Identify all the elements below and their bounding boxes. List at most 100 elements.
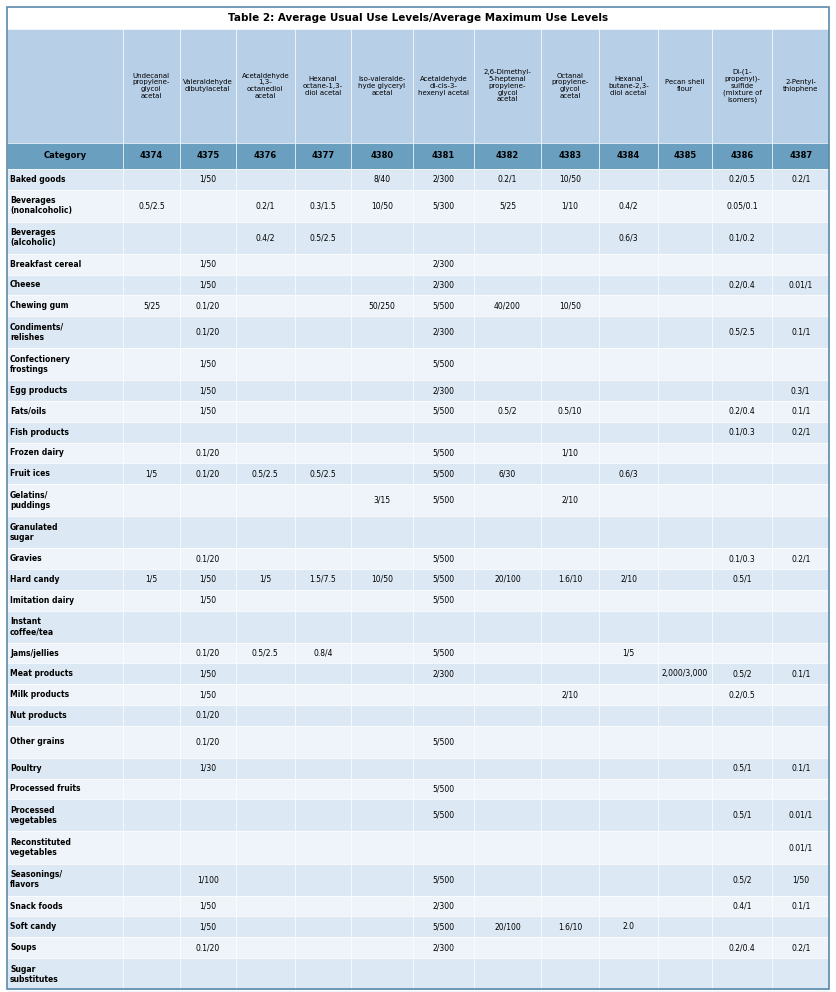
Bar xyxy=(294,990,351,992)
Bar xyxy=(294,549,351,569)
Bar xyxy=(180,990,236,992)
Text: 5/500: 5/500 xyxy=(432,575,455,584)
Bar xyxy=(180,758,236,779)
Bar xyxy=(7,463,123,484)
Text: Jams/jellies: Jams/jellies xyxy=(10,649,59,658)
Bar xyxy=(236,569,294,590)
Bar xyxy=(7,516,123,549)
Bar xyxy=(541,143,599,169)
Bar xyxy=(474,422,541,442)
Bar xyxy=(123,442,180,463)
Bar xyxy=(599,189,658,221)
Bar xyxy=(7,937,123,958)
Bar xyxy=(712,29,772,143)
Bar xyxy=(236,917,294,937)
Text: 0.2/1: 0.2/1 xyxy=(791,428,810,436)
Bar xyxy=(180,684,236,705)
Bar xyxy=(599,275,658,296)
Bar xyxy=(474,380,541,401)
Text: Confectionery
frostings: Confectionery frostings xyxy=(10,355,71,374)
Bar xyxy=(180,664,236,684)
Bar xyxy=(123,831,180,864)
Bar xyxy=(772,380,829,401)
Bar xyxy=(658,169,712,189)
Bar xyxy=(236,296,294,316)
Bar xyxy=(180,463,236,484)
Text: 0.1/1: 0.1/1 xyxy=(791,670,810,679)
Bar xyxy=(294,169,351,189)
Bar xyxy=(712,684,772,705)
Bar xyxy=(294,484,351,516)
Bar xyxy=(599,990,658,992)
Bar xyxy=(236,990,294,992)
Text: Fruit ices: Fruit ices xyxy=(10,469,50,478)
Bar xyxy=(413,958,474,990)
Text: 5/25: 5/25 xyxy=(499,201,516,210)
Bar xyxy=(712,254,772,275)
Bar xyxy=(413,348,474,380)
Text: 5/500: 5/500 xyxy=(432,360,455,369)
Bar xyxy=(712,422,772,442)
Text: 1/5: 1/5 xyxy=(623,649,635,658)
Bar xyxy=(7,569,123,590)
Bar xyxy=(541,684,599,705)
Bar xyxy=(351,958,413,990)
Bar xyxy=(180,831,236,864)
Bar xyxy=(7,705,123,726)
Bar xyxy=(7,442,123,463)
Bar xyxy=(599,896,658,917)
Text: 0.1/0.2: 0.1/0.2 xyxy=(729,233,756,242)
Bar xyxy=(180,275,236,296)
Bar xyxy=(599,569,658,590)
Bar xyxy=(236,610,294,643)
Bar xyxy=(236,896,294,917)
Bar xyxy=(180,380,236,401)
Bar xyxy=(658,758,712,779)
Text: 0.2/0.4: 0.2/0.4 xyxy=(729,281,756,290)
Text: 0.1/20: 0.1/20 xyxy=(196,737,220,746)
Text: Undecanal
propylene-
glycol
acetal: Undecanal propylene- glycol acetal xyxy=(133,72,170,99)
Bar xyxy=(541,189,599,221)
Bar xyxy=(294,422,351,442)
Bar xyxy=(7,143,123,169)
Bar xyxy=(7,549,123,569)
Bar xyxy=(474,726,541,758)
Bar xyxy=(712,275,772,296)
Bar xyxy=(294,442,351,463)
Text: 2/300: 2/300 xyxy=(432,902,455,911)
Bar xyxy=(351,664,413,684)
Bar xyxy=(772,169,829,189)
Bar xyxy=(658,29,712,143)
Bar xyxy=(123,958,180,990)
Bar xyxy=(712,348,772,380)
Text: 1.6/10: 1.6/10 xyxy=(558,575,582,584)
Bar xyxy=(123,401,180,422)
Bar xyxy=(351,896,413,917)
Text: 4377: 4377 xyxy=(311,152,334,161)
Bar xyxy=(599,422,658,442)
Bar xyxy=(772,29,829,143)
Text: Poultry: Poultry xyxy=(10,764,42,773)
Text: 2/300: 2/300 xyxy=(432,670,455,679)
Bar xyxy=(294,726,351,758)
Text: 0.6/3: 0.6/3 xyxy=(619,469,639,478)
Text: Valeraldehyde
dibutylacetal: Valeraldehyde dibutylacetal xyxy=(183,79,232,92)
Text: 0.1/20: 0.1/20 xyxy=(196,711,220,720)
Text: Snack foods: Snack foods xyxy=(10,902,63,911)
Bar xyxy=(712,610,772,643)
Bar xyxy=(658,189,712,221)
Text: 0.1/1: 0.1/1 xyxy=(791,764,810,773)
Bar xyxy=(413,221,474,254)
Bar xyxy=(236,779,294,800)
Bar xyxy=(351,684,413,705)
Bar xyxy=(236,590,294,610)
Bar xyxy=(599,516,658,549)
Bar xyxy=(413,463,474,484)
Text: 0.2/1: 0.2/1 xyxy=(791,943,810,952)
Bar xyxy=(712,221,772,254)
Bar xyxy=(351,705,413,726)
Bar xyxy=(294,463,351,484)
Bar xyxy=(541,569,599,590)
Bar xyxy=(180,937,236,958)
Bar xyxy=(712,726,772,758)
